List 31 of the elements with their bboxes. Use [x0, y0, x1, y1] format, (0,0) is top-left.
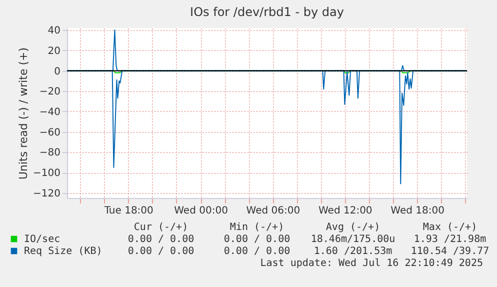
text: 0.00 / 0.00	[128, 246, 194, 257]
x-tick-label: Wed 18:00	[390, 206, 444, 216]
y-tick-label: −80	[39, 148, 60, 159]
text: 1.60 /201.53m	[314, 246, 392, 257]
y-axis-title: Units read (-) / write (+)	[17, 47, 30, 180]
text: 18.46m/175.00u	[310, 234, 396, 245]
text: 0.00 / 0.00	[224, 234, 290, 245]
legend-label: IO/sec	[24, 234, 60, 245]
y-tick-label: 0	[54, 66, 60, 78]
legend-label: Req Size (KB)	[24, 246, 102, 257]
y-tick-label: −60	[39, 127, 60, 138]
y-tick-label: −100	[33, 168, 60, 180]
y-tick-label: 20	[48, 46, 60, 57]
y-tick-label: −120	[33, 188, 60, 200]
y-tick-label: −20	[39, 86, 60, 98]
text: 0.00 / 0.00	[224, 246, 290, 257]
x-tick-label: Wed 12:00	[318, 206, 372, 216]
text: 1.93 /21.98m	[414, 234, 486, 245]
text: Min (-/+)	[230, 222, 284, 233]
text: Avg (-/+)	[326, 222, 380, 233]
text: 0.00 / 0.00	[128, 234, 194, 245]
text: Last update: Wed Jul 16 22:10:49 2025	[260, 258, 483, 269]
text: Cur (-/+)	[134, 222, 188, 233]
chart-title: IOs for /dev/rbd1 - by day	[190, 5, 344, 20]
y-tick-label: −40	[39, 106, 60, 118]
x-tick-label: Wed 06:00	[246, 206, 300, 216]
y-tick-label: 40	[48, 26, 60, 37]
x-tick-label: Wed 00:00	[174, 206, 228, 216]
text: Max (-/+)	[422, 222, 478, 233]
text: 110.54 /39.77	[410, 246, 490, 257]
x-tick-label: Tue 18:00	[103, 206, 154, 216]
